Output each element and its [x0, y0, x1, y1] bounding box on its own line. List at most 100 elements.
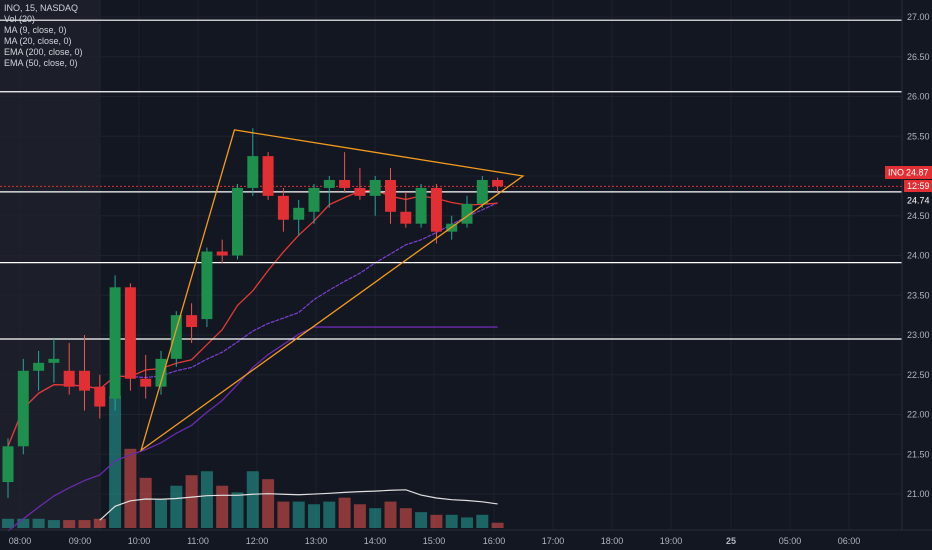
- x-tick-label: 13:00: [305, 536, 328, 546]
- candle-body: [140, 378, 152, 387]
- volume-bar: [262, 479, 275, 528]
- volume-bar: [292, 501, 305, 528]
- x-tick-label: 15:00: [423, 536, 446, 546]
- volume-bar: [170, 485, 183, 528]
- volume-bar: [17, 518, 30, 528]
- candle-body: [2, 446, 14, 483]
- candle-body: [430, 187, 442, 232]
- volume-bar: [308, 504, 320, 528]
- legend-ema50[interactable]: EMA (50, close, 0): [4, 58, 78, 68]
- y-tick-label: 24.50: [907, 211, 930, 221]
- y-tick-label: 25.50: [907, 131, 930, 141]
- level-24-74-tag: [904, 195, 932, 206]
- candle-body: [339, 179, 351, 188]
- y-tick-label: 23.50: [907, 290, 930, 300]
- price-axis-panel: [902, 0, 932, 550]
- candle-body: [476, 179, 488, 204]
- y-tick-label: 27.00: [907, 12, 930, 22]
- y-tick-label: 22.50: [907, 370, 930, 380]
- legend-volume[interactable]: Vol (20): [4, 14, 36, 24]
- last-price-label: 24.87: [906, 168, 929, 178]
- candle-body: [308, 187, 320, 212]
- volume-bar: [399, 508, 412, 528]
- time-axis[interactable]: 08:00 09:00 10:00 11:00 12:00 13:00 14:00 15:00…: [0, 529, 932, 546]
- candle-body: [186, 315, 198, 328]
- candle-body: [354, 187, 366, 196]
- legend-title[interactable]: INO, 15, NASDAQ: [4, 3, 79, 13]
- volume-bar: [491, 522, 504, 528]
- volume-bar: [109, 396, 122, 528]
- x-tick-label: 10:00: [128, 536, 151, 546]
- volume-bar: [2, 518, 14, 528]
- volume-bar: [231, 492, 244, 528]
- candle-body: [385, 179, 396, 212]
- last-price-tag: [885, 166, 932, 179]
- x-tick-label: 05:00: [779, 536, 802, 546]
- volume-bar: [200, 471, 213, 528]
- price-tags: 24.74 INO 24.87 12:59: [885, 166, 932, 206]
- y-tick-label: 21.50: [907, 449, 930, 459]
- legend: INO, 15, NASDAQ Vol (20) MA (9, close, 0…: [4, 3, 83, 69]
- candle-body: [201, 251, 213, 320]
- volume-bar: [415, 512, 428, 528]
- x-tick-label: 11:00: [187, 536, 209, 546]
- triangle-pattern: [139, 129, 525, 452]
- x-tick-label: 19:00: [660, 536, 683, 546]
- level-24-74-label: 24.74: [907, 196, 930, 206]
- volume-bar: [47, 520, 60, 528]
- y-tick-label: 26.50: [907, 52, 930, 62]
- legend-ema200[interactable]: EMA (200, close, 0): [4, 47, 83, 57]
- candle-body: [400, 211, 412, 224]
- candle-body: [17, 370, 29, 447]
- price-axis[interactable]: 21.00 21.50 22.00 22.50 23.00 23.50 24.00 24.50…: [901, 0, 932, 550]
- y-tick-label: 23.00: [907, 330, 930, 340]
- volume-ma-line: [99, 489, 498, 521]
- y-tick-label: 22.00: [907, 410, 930, 420]
- x-tick-label: 25: [726, 536, 736, 546]
- candle-body: [216, 251, 228, 256]
- volume-bar: [323, 501, 336, 528]
- volume-bar: [155, 498, 167, 528]
- candle-body: [323, 179, 335, 188]
- legend-ma20[interactable]: MA (20, close, 0): [4, 36, 72, 46]
- volume-bar: [78, 520, 91, 528]
- volume-bar: [139, 477, 152, 528]
- ema50-line: [7, 326, 498, 532]
- candle-body: [94, 386, 106, 407]
- x-tick-label: 16:00: [483, 536, 506, 546]
- candlesticks: [2, 128, 504, 498]
- volume-bar: [338, 497, 351, 528]
- volume-bar: [63, 520, 76, 528]
- x-tick-label: 14:00: [364, 536, 387, 546]
- y-tick-label: 24.00: [907, 251, 930, 261]
- candle-body: [415, 187, 427, 224]
- volume-bar: [32, 518, 45, 528]
- volume-bar: [461, 517, 473, 528]
- y-tick-label: 21.00: [907, 489, 930, 499]
- volume-bar: [384, 501, 397, 528]
- candle-body: [170, 315, 182, 359]
- x-tick-label: 17:00: [542, 536, 565, 546]
- candle-body: [293, 207, 305, 220]
- candle-body: [124, 287, 136, 379]
- candle-body: [369, 179, 381, 196]
- x-tick-label: 12:00: [246, 536, 269, 546]
- volume-bar: [246, 471, 259, 528]
- volume-bar: [93, 518, 106, 528]
- volume-bar: [277, 501, 290, 528]
- legend-ma9[interactable]: MA (9, close, 0): [4, 25, 67, 35]
- y-tick-label: 26.00: [907, 92, 930, 102]
- candle-body: [79, 370, 90, 391]
- premarket-shade: [0, 0, 101, 530]
- volume-bar: [216, 485, 229, 528]
- volume-bar: [185, 475, 198, 528]
- candle-body: [262, 156, 274, 196]
- volume-bar: [476, 514, 489, 528]
- countdown-tag: [904, 180, 932, 192]
- candle-body: [247, 156, 259, 188]
- candle-body: [109, 287, 121, 399]
- volume-bars: [2, 396, 504, 528]
- candle-body: [33, 362, 45, 371]
- volume-bar: [369, 508, 382, 528]
